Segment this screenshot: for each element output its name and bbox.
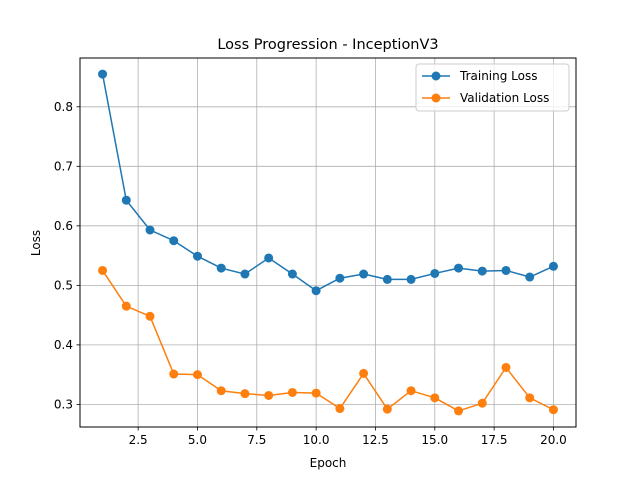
training-loss-point	[145, 225, 155, 235]
legend-label-validation: Validation Loss	[460, 91, 549, 105]
legend: Training Loss Validation Loss	[415, 63, 570, 112]
training-loss-point	[501, 265, 511, 275]
y-tick-label: 0.3	[54, 397, 73, 411]
legend-box	[415, 63, 570, 112]
validation-loss-point	[121, 301, 131, 311]
training-loss-point	[359, 269, 369, 279]
validation-loss-point	[335, 404, 345, 414]
training-loss-point	[169, 236, 179, 246]
training-loss-point	[311, 286, 321, 296]
legend-marker-validation	[431, 93, 441, 103]
x-tick-label: 5.0	[188, 433, 207, 447]
y-axis-label: Loss	[29, 230, 43, 256]
validation-loss-point	[145, 311, 155, 321]
validation-loss-point	[287, 387, 297, 397]
x-tick-label: 17.5	[481, 433, 508, 447]
training-loss-point	[477, 266, 487, 276]
x-tick-label: 15.0	[421, 433, 448, 447]
legend-marker-training	[431, 71, 441, 81]
training-loss-point	[287, 269, 297, 279]
training-loss-point	[192, 251, 202, 261]
training-loss-point	[454, 263, 464, 273]
validation-loss-point	[382, 404, 392, 414]
chart-title: Loss Progression - InceptionV3	[217, 37, 438, 53]
x-tick-label: 7.5	[247, 433, 266, 447]
training-loss-point	[382, 274, 392, 284]
x-tick-label: 12.5	[362, 433, 389, 447]
training-loss-point	[525, 272, 535, 282]
training-loss-point	[335, 273, 345, 283]
validation-loss-point	[359, 368, 369, 378]
validation-loss-point	[311, 388, 321, 398]
y-tick-label: 0.7	[54, 159, 73, 173]
validation-loss-point	[525, 393, 535, 403]
series-layer	[98, 69, 558, 416]
grid	[80, 58, 576, 427]
validation-loss-point	[548, 405, 558, 415]
training-loss-point	[430, 268, 440, 278]
x-tick-label: 10.0	[303, 433, 330, 447]
validation-loss-point	[216, 386, 226, 396]
validation-loss-point	[454, 406, 464, 416]
validation-loss-point	[240, 389, 250, 399]
training-loss-point	[98, 69, 108, 79]
x-tick-label: 2.5	[129, 433, 148, 447]
plot-area-frame	[79, 57, 577, 428]
training-loss-point	[121, 195, 131, 205]
y-tick-label: 0.6	[54, 219, 73, 233]
validation-loss-point	[501, 362, 511, 372]
validation-loss-point	[477, 398, 487, 408]
validation-loss-point	[169, 369, 179, 379]
training-loss-point	[406, 274, 416, 284]
y-tick-label: 0.8	[54, 100, 73, 114]
x-tick-label: 20.0	[540, 433, 567, 447]
validation-loss-point	[264, 390, 274, 400]
y-tick-label: 0.5	[54, 278, 73, 292]
validation-loss-point	[98, 265, 108, 275]
validation-loss-point	[406, 386, 416, 396]
training-loss-point	[240, 269, 250, 279]
training-loss-point	[264, 253, 274, 263]
legend-label-training: Training Loss	[459, 69, 537, 83]
y-tick-label: 0.4	[54, 338, 73, 352]
validation-loss-point	[192, 370, 202, 380]
x-axis-label: Epoch	[310, 456, 347, 470]
training-loss-point	[216, 263, 226, 273]
validation-loss-point	[430, 393, 440, 403]
training-loss-point	[548, 261, 558, 271]
ticks: 2.5 5.0 7.5 10.0 12.5 15.0 17.5 20.0 0.3 0.4 0.5 0.…	[54, 100, 567, 447]
